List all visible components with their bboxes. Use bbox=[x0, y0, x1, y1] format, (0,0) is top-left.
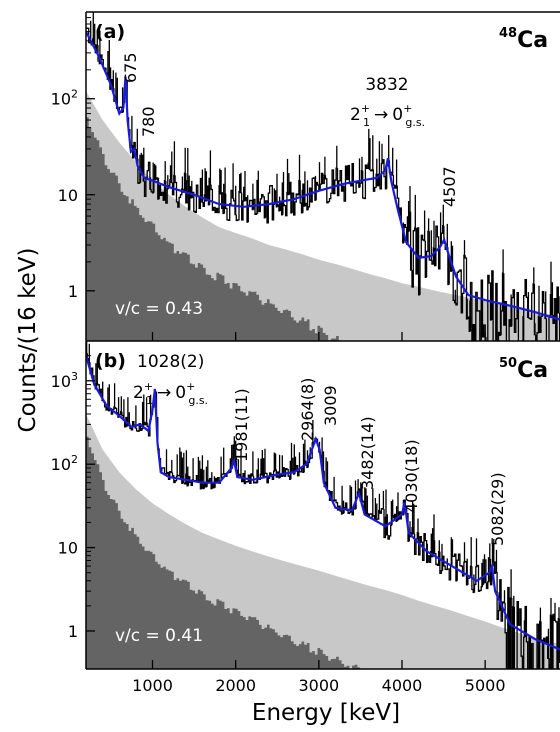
x-tick-label: 1000 bbox=[132, 676, 173, 695]
x-tick-label: 3000 bbox=[298, 676, 339, 695]
x-tick-label: 5000 bbox=[465, 676, 506, 695]
panel-a: 1 10 102 (a) 48Ca 675 780 4507 3832 2+ 1 → 0+… bbox=[51, 11, 560, 341]
y-tick-label: 1 bbox=[68, 622, 78, 641]
panel-b-fit-curve bbox=[86, 355, 560, 651]
y-axis-label: Counts/(16 keV) bbox=[15, 248, 41, 433]
panel-b-peak-label: 2964(8) bbox=[298, 378, 317, 441]
panel-a-label: (a) bbox=[95, 21, 125, 43]
panel-b-peak-label: 3482(14) bbox=[358, 416, 377, 490]
panel-a-fit-curve bbox=[86, 31, 560, 321]
y-tick-label: 10 bbox=[58, 186, 78, 205]
panel-b-transition: 2+ 1 → 0+ g.s. bbox=[133, 380, 208, 407]
x-tick-label: 4000 bbox=[382, 676, 423, 695]
y-tick-label: 102 bbox=[51, 88, 78, 109]
panel-a-transition: 2+ 1 → 0+ g.s. bbox=[350, 102, 425, 129]
panel-a-transition-energy: 3832 bbox=[365, 75, 408, 95]
y-tick-label: 103 bbox=[51, 370, 78, 391]
panel-a-peak-label: 675 bbox=[121, 52, 140, 83]
x-tick-label: 2000 bbox=[215, 676, 256, 695]
panel-a-dark-background-fill bbox=[86, 117, 344, 341]
y-tick-label: 10 bbox=[58, 539, 78, 558]
panel-a-nucleus: 48Ca bbox=[499, 26, 548, 53]
panel-b-peak-label: 1981(11) bbox=[232, 388, 251, 462]
panel-b-dark-background-fill bbox=[86, 436, 361, 669]
x-axis-label: Energy [keV] bbox=[252, 700, 400, 726]
panel-b-transition-energy: 1028(2) bbox=[137, 352, 204, 372]
panel-b-y-ticks: 1 10 102 103 bbox=[51, 355, 95, 641]
panel-a-velocity-note: v/c = 0.43 bbox=[115, 299, 203, 319]
panel-b-x-ticks: 1000 2000 3000 4000 5000 bbox=[132, 660, 506, 695]
panel-a-peak-label: 780 bbox=[139, 106, 158, 137]
panel-a-peak-label: 4507 bbox=[440, 166, 459, 207]
panel-b-velocity-note: v/c = 0.41 bbox=[115, 626, 203, 646]
panel-b-peak-label: 4030(18) bbox=[402, 439, 421, 513]
panel-b-peak-label: 5082(29) bbox=[488, 472, 507, 546]
y-tick-label: 102 bbox=[51, 453, 78, 474]
panel-b-nucleus: 50Ca bbox=[499, 356, 548, 383]
panel-b-peak-label: 3009 bbox=[321, 385, 340, 426]
y-tick-label: 1 bbox=[68, 282, 78, 301]
panel-a-y-ticks: 1 10 102 bbox=[51, 17, 95, 301]
panel-b-label: (b) bbox=[95, 350, 126, 372]
